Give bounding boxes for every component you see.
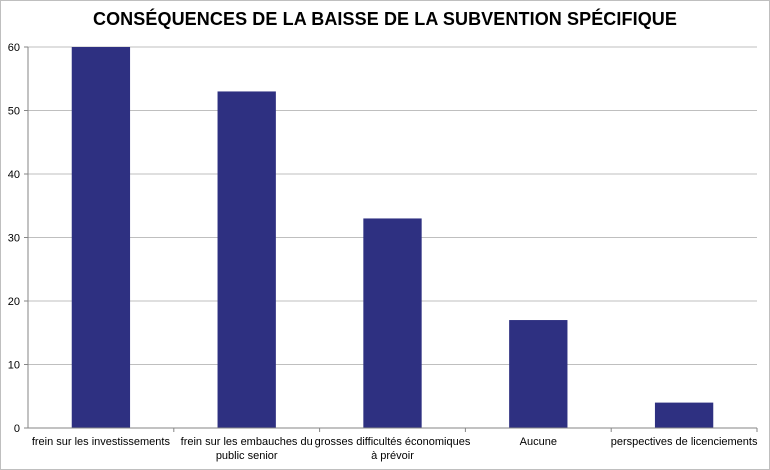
- x-tick-label-line: perspectives de licenciements: [611, 436, 758, 448]
- x-tick-label: Aucune: [520, 436, 557, 448]
- y-tick-label: 0: [14, 423, 20, 435]
- y-tick-label: 50: [8, 106, 20, 118]
- x-tick-label: frein sur les embauches du public senior: [181, 436, 313, 462]
- x-tick-label-line: frein sur les investissements: [32, 436, 171, 448]
- x-tick-label-line: public senior: [216, 450, 278, 462]
- x-tick-label: frein sur les investissements: [32, 436, 171, 448]
- x-tick-label-line: grosses difficultés économiques: [315, 436, 471, 448]
- tick-labels: 0 10 20 30 40 50 60 frein sur les investissemen…: [8, 42, 758, 462]
- bar: [363, 218, 422, 428]
- bars: [71, 47, 714, 428]
- bar: [509, 320, 568, 428]
- x-tick-label-line: frein sur les embauches du: [181, 436, 313, 448]
- y-tick-label: 10: [8, 360, 20, 372]
- axes: [24, 46, 758, 432]
- x-tick-label: grosses difficultés économiques à prévoir: [315, 436, 471, 462]
- x-tick-label-line: à prévoir: [371, 450, 414, 462]
- x-tick-label: perspectives de licenciements: [611, 436, 758, 448]
- y-tick-label: 60: [8, 42, 20, 54]
- chart-title: CONSÉQUENCES DE LA BAISSE DE LA SUBVENTI…: [92, 9, 678, 29]
- y-tick-label: 20: [8, 296, 20, 308]
- x-tick-label-line: Aucune: [520, 436, 557, 448]
- y-tick-label: 30: [8, 233, 20, 245]
- bar: [71, 47, 131, 428]
- bar: [217, 91, 276, 428]
- y-tick-label: 40: [8, 169, 20, 181]
- bar: [654, 402, 714, 428]
